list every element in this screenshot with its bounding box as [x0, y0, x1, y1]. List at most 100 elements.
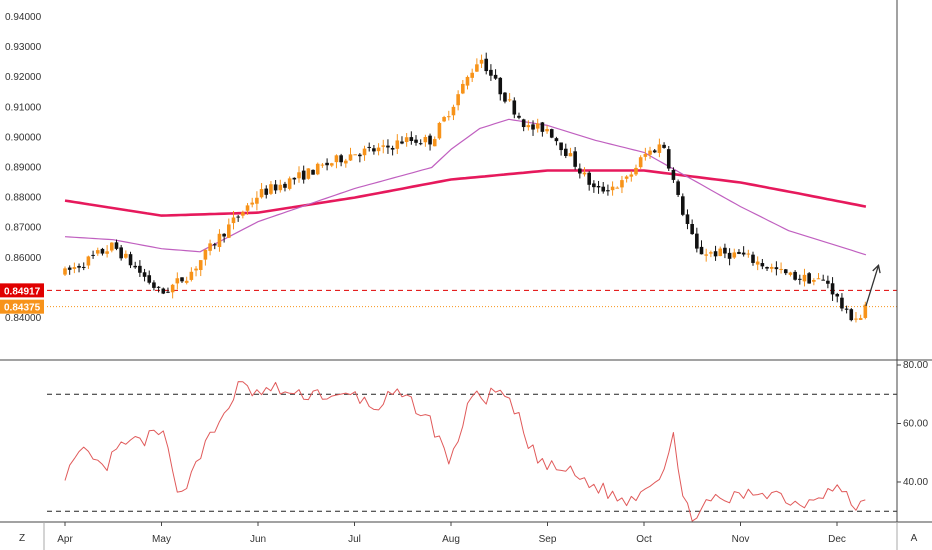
candle-body [451, 106, 456, 116]
candle-body [432, 139, 437, 147]
rsi-tick-label: 80.00 [903, 360, 928, 371]
rsi-pane[interactable] [47, 381, 897, 522]
candle-body [769, 266, 774, 269]
candle-body [198, 260, 203, 271]
candle [297, 166, 301, 183]
candle [797, 274, 802, 285]
candle [484, 52, 489, 75]
candle-body [423, 137, 428, 143]
candle-body [587, 172, 591, 185]
candle-body [156, 286, 161, 288]
candle-body [334, 155, 339, 163]
candle [442, 115, 446, 123]
price-tick-label: 0.88000 [5, 193, 42, 204]
candle-body [606, 190, 610, 192]
candle [105, 245, 109, 258]
candle-body [657, 144, 662, 153]
candle [844, 305, 849, 314]
candle [521, 118, 526, 132]
candle [166, 287, 170, 294]
candle [255, 191, 259, 211]
candle-body [521, 119, 526, 128]
candle [203, 249, 208, 266]
candle-body [727, 252, 732, 259]
candle [615, 186, 620, 189]
price-tag-badge [0, 283, 44, 298]
candle [414, 135, 418, 146]
zoom-mode-button[interactable]: Z [19, 533, 25, 544]
time-tick-label: Nov [732, 534, 750, 545]
candle-body [849, 309, 854, 321]
candle-body [549, 129, 554, 138]
price-levels [47, 289, 897, 308]
candle [690, 219, 694, 235]
candle [227, 218, 231, 239]
candle [737, 249, 741, 255]
candle [526, 120, 531, 131]
candle-body [189, 271, 194, 280]
price-pane[interactable] [47, 52, 897, 323]
candle [456, 90, 460, 111]
candle [320, 162, 325, 168]
candle [503, 92, 507, 104]
candle-body [680, 196, 685, 215]
candle [592, 180, 596, 193]
candle-body [723, 247, 727, 254]
candle-body [816, 278, 821, 280]
candle-body [184, 280, 189, 283]
candle-body [545, 129, 549, 132]
moving-average-slow-line [64, 169, 867, 217]
candle [212, 242, 217, 250]
candle-body [535, 123, 540, 129]
candle-body [470, 72, 474, 78]
candle [858, 314, 863, 321]
candle [807, 272, 811, 284]
candle-body [329, 163, 334, 166]
candle-body [699, 246, 704, 255]
candle-body [409, 137, 414, 142]
time-tick-label: May [152, 534, 171, 545]
candle [751, 251, 755, 266]
rsi-tick-label: 40.00 [903, 477, 928, 488]
candle-body [461, 83, 465, 94]
arrow-shaft[interactable] [865, 265, 880, 307]
candle-body [624, 176, 629, 179]
candle-body [292, 177, 297, 180]
candle-body [203, 249, 208, 260]
arrow-head[interactable] [872, 263, 881, 274]
candle-body [212, 244, 217, 246]
candle-body [484, 58, 489, 72]
candle [718, 246, 723, 257]
candle [306, 168, 311, 180]
candle [596, 180, 601, 194]
time-x-axis[interactable]: Apr May Jun Jul Aug Sep Oct Nov Dec [57, 522, 846, 545]
candle-body [395, 140, 400, 149]
candle [783, 268, 788, 276]
candle [465, 75, 470, 90]
candle-body [67, 267, 72, 270]
candle-body [465, 76, 470, 86]
candle-body [503, 92, 507, 102]
candle [643, 147, 648, 161]
candle-body [105, 251, 109, 254]
rsi-reference-lines [47, 393, 897, 512]
candle-body [227, 224, 231, 238]
candle-body [844, 308, 849, 310]
candle-body [273, 184, 278, 191]
candle [395, 134, 400, 155]
candle [863, 301, 868, 320]
candle-body [180, 277, 184, 282]
candle-body [498, 77, 503, 95]
candle [353, 154, 357, 156]
rsi-y-axis[interactable]: 40.00 60.00 80.00 [897, 360, 928, 488]
price-tick-label: 0.86000 [5, 253, 42, 264]
candle-body [72, 267, 77, 269]
candle [840, 293, 844, 312]
candle-body [404, 137, 409, 143]
candle [549, 128, 554, 139]
candle-body [676, 181, 680, 195]
candle [147, 270, 152, 285]
moving-average-slow [64, 169, 867, 217]
auto-scale-button[interactable]: A [911, 533, 918, 544]
candle-body [386, 145, 390, 148]
